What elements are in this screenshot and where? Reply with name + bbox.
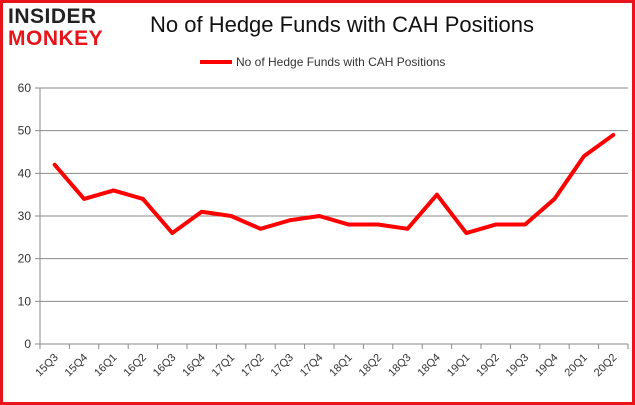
x-tick-label: 16Q1: [92, 352, 120, 380]
logo-line2: MONKEY: [8, 27, 104, 50]
x-tick-label: 15Q4: [63, 352, 91, 380]
y-tick-label: 30: [18, 209, 32, 223]
y-tick-label: 40: [18, 166, 32, 180]
x-tick-label: 19Q3: [504, 352, 532, 380]
series-line: [52, 132, 616, 236]
y-tick-label: 20: [18, 252, 32, 266]
x-tick-label: 18Q2: [357, 352, 385, 380]
x-tick-label: 18Q1: [327, 352, 355, 380]
x-tick-label: 17Q1: [210, 352, 238, 380]
insider-monkey-logo: INSIDER MONKEY: [8, 6, 103, 50]
legend-label: No of Hedge Funds with CAH Positions: [236, 55, 445, 69]
x-tick-label: 16Q4: [180, 352, 208, 380]
x-tick-label: 16Q2: [121, 352, 149, 380]
x-tick-label: 17Q3: [268, 352, 296, 380]
chart-title: No of Hedge Funds with CAH Positions: [150, 12, 534, 37]
x-tick-label: 15Q3: [33, 352, 61, 380]
x-tick-label: 20Q2: [592, 352, 620, 380]
logo-line1: INSIDER: [8, 5, 97, 28]
x-tick-label: 18Q4: [415, 352, 443, 380]
x-tick-label: 17Q4: [298, 352, 326, 380]
x-tick-label: 19Q2: [474, 352, 502, 380]
y-tick-label: 50: [18, 124, 32, 138]
x-tick-label: 16Q3: [151, 352, 179, 380]
x-tick-label: 17Q2: [239, 352, 267, 380]
y-tick-label: 0: [24, 337, 31, 351]
x-tick-label: 19Q1: [445, 352, 473, 380]
x-tick-label: 18Q3: [386, 352, 414, 380]
x-tick-label: 20Q1: [562, 352, 590, 380]
y-tick-label: 60: [18, 81, 32, 95]
y-tick-label: 10: [18, 294, 32, 308]
x-tick-label: 19Q4: [533, 352, 561, 380]
